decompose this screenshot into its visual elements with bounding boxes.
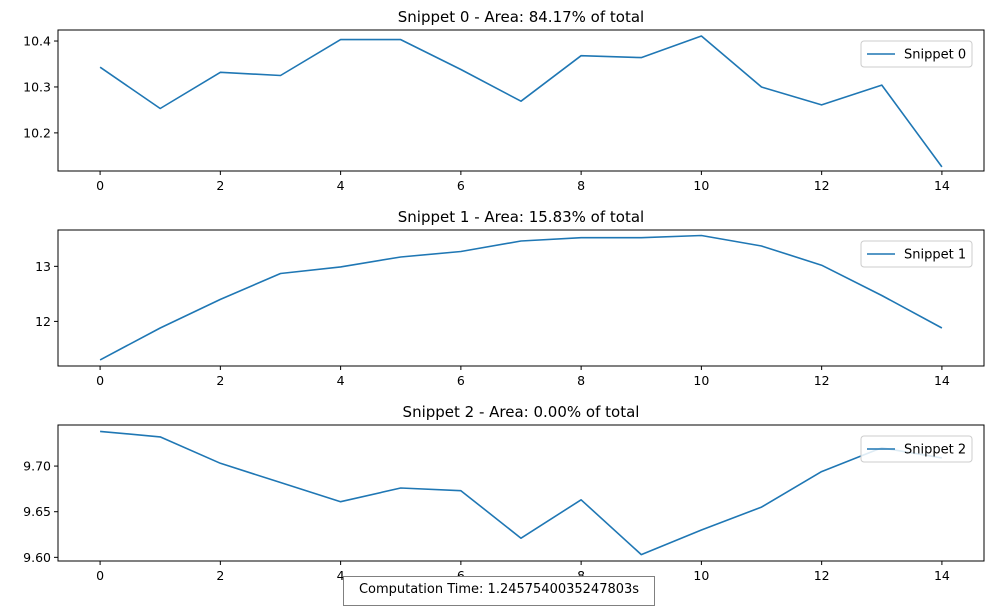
x-tick-label: 12 (814, 373, 830, 388)
x-tick-label: 14 (934, 178, 950, 193)
y-tick-label: 9.65 (23, 504, 51, 519)
y-tick-label: 13 (35, 259, 51, 274)
x-tick-label: 6 (457, 373, 465, 388)
legend: Snippet 0 (861, 41, 972, 67)
x-tick-label: 0 (96, 373, 104, 388)
chart-title: Snippet 0 - Area: 84.17% of total (398, 8, 644, 26)
legend-label: Snippet 0 (904, 48, 966, 63)
x-tick-label: 12 (814, 178, 830, 193)
x-tick-label: 8 (577, 178, 585, 193)
x-tick-label: 14 (934, 568, 950, 583)
x-tick-label: 6 (457, 178, 465, 193)
y-tick-label: 10.4 (23, 34, 51, 49)
chart-panel-0: Snippet 0 - Area: 84.17% of total 0 2 4 6 8 10… (23, 8, 984, 193)
y-tick-label: 12 (35, 314, 51, 329)
x-tick-label: 8 (577, 373, 585, 388)
x-tick-label: 2 (216, 568, 224, 583)
plot-frame (58, 230, 984, 366)
y-tick-label: 10.2 (23, 125, 51, 140)
x-tick-label: 4 (337, 178, 345, 193)
chart-title: Snippet 2 - Area: 0.00% of total (403, 403, 640, 421)
x-tick-label: 0 (96, 568, 104, 583)
series-line-0 (100, 236, 942, 360)
x-tick-label: 10 (693, 568, 709, 583)
series-line-0 (100, 431, 942, 554)
y-tick-label: 10.3 (23, 79, 51, 94)
y-tick-label: 9.60 (23, 550, 51, 565)
x-tick-label: 4 (337, 373, 345, 388)
series-line-0 (100, 36, 942, 167)
y-tick-label: 9.70 (23, 459, 51, 474)
x-tick-label: 2 (216, 373, 224, 388)
x-tick-label: 2 (216, 178, 224, 193)
legend: Snippet 2 (861, 436, 972, 462)
x-tick-label: 12 (814, 568, 830, 583)
x-tick-label: 10 (693, 373, 709, 388)
computation-time-label: Computation Time: 1.2457540035247803s (343, 576, 655, 606)
legend: Snippet 1 (861, 241, 972, 267)
chart-panel-1: Snippet 1 - Area: 15.83% of total 0 2 4 6 8 10… (35, 208, 984, 388)
chart-panel-2: Snippet 2 - Area: 0.00% of total02468101… (23, 403, 984, 583)
chart-title: Snippet 1 - Area: 15.83% of total (398, 208, 644, 226)
x-tick-label: 14 (934, 373, 950, 388)
plot-frame (58, 425, 984, 561)
legend-label: Snippet 2 (904, 443, 966, 458)
x-tick-label: 10 (693, 178, 709, 193)
legend-label: Snippet 1 (904, 248, 966, 263)
x-tick-label: 0 (96, 178, 104, 193)
